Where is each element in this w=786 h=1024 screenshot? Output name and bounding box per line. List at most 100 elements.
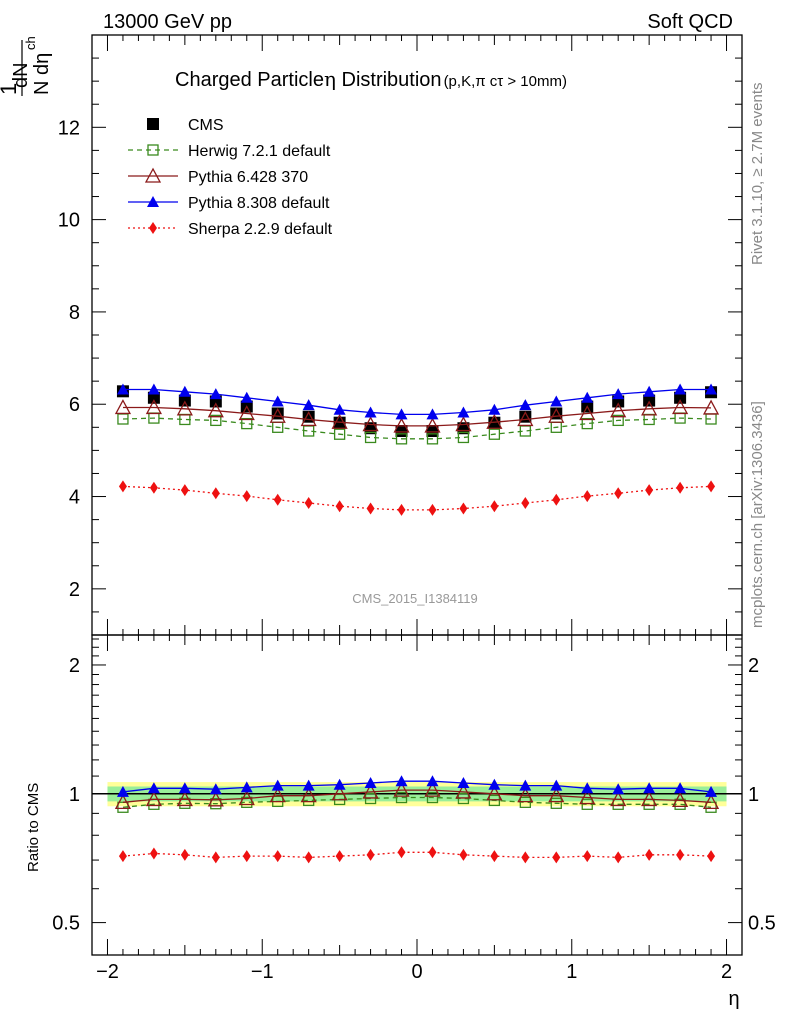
ratio-y-tick-label-right: 2 (748, 655, 759, 677)
ratio-y-tick-label: 0.5 (52, 913, 80, 935)
main-data-point (147, 383, 160, 395)
ratio-data-point (149, 847, 158, 860)
ratio-y-tick-label-right: 1 (748, 784, 759, 806)
main-data-point (149, 481, 158, 494)
ratio-data-point (552, 851, 561, 864)
main-data-point (581, 391, 594, 403)
main-series-2 (114, 399, 720, 433)
main-data-point (490, 500, 499, 513)
main-y-tick-label: 2 (69, 579, 80, 601)
ratio-data-point (428, 846, 437, 859)
legend-marker (147, 196, 159, 207)
ratio-data-point (521, 851, 530, 864)
main-data-point (145, 399, 162, 415)
ratio-data-point (300, 787, 317, 803)
main-data-point (457, 406, 470, 418)
main-series-4 (118, 480, 716, 516)
ratio-data-point (116, 785, 129, 797)
x-tick-label: −1 (251, 961, 274, 983)
main-data-point (240, 391, 253, 403)
main-data-point (672, 399, 689, 415)
ratio-data-point (674, 798, 686, 810)
main-data-point (269, 407, 286, 423)
ratio-data-point (705, 801, 717, 813)
ratio-data-point (426, 775, 439, 787)
ratio-data-point (550, 779, 563, 791)
ratio-data-point (241, 796, 253, 808)
ratio-series-1 (114, 781, 720, 809)
ratio-data-point (674, 782, 687, 794)
legend-marker (149, 222, 157, 234)
main-data-point (211, 487, 220, 500)
main-data-point (521, 497, 530, 509)
main-y-tick-label: 10 (58, 210, 80, 232)
main-data-point (674, 383, 687, 395)
ratio-data-point (486, 785, 503, 801)
main-data-point (273, 493, 282, 506)
ratio-data-point (581, 782, 594, 794)
svg-text:1: 1 (0, 83, 21, 95)
ratio-data-point (302, 779, 315, 791)
ratio-data-point (395, 775, 408, 787)
ratio-data-point (707, 850, 716, 863)
ratio-data-point (676, 848, 685, 861)
legend-label: Herwig 7.2.1 default (188, 143, 331, 160)
main-data-point (610, 402, 627, 418)
legend-label: CMS (188, 117, 224, 134)
ratio-series-3 (118, 846, 716, 864)
legend-entry: Pythia 8.308 default (128, 195, 330, 212)
ratio-series-line (122, 780, 712, 793)
main-data-point (241, 417, 253, 430)
main-data-point (304, 497, 313, 509)
ratio-data-point (335, 850, 344, 863)
ratio-data-point (459, 848, 468, 861)
main-data-point (459, 502, 468, 515)
legend-entry: CMS (147, 117, 224, 134)
ratio-data-point (426, 791, 439, 804)
legend-entry: Herwig 7.2.1 default (128, 143, 331, 160)
x-tick-label: 2 (721, 961, 732, 983)
analysis-watermark: CMS_2015_I1384119 (352, 591, 478, 606)
main-data-point (550, 395, 563, 407)
main-ylabel: 1 dN ch N dη (0, 36, 53, 96)
ratio-series-line (122, 789, 712, 803)
main-series-line (123, 388, 711, 416)
ratio-data-point (548, 787, 565, 803)
ratio-data-point (362, 783, 379, 799)
ratio-series-2 (116, 775, 718, 797)
main-data-point (455, 416, 472, 432)
main-data-point (333, 428, 346, 440)
legend-entry: Pythia 6.428 370 (128, 167, 308, 186)
ratio-data-point (331, 785, 348, 801)
x-tick-label: 1 (566, 961, 577, 983)
ratio-data-point (271, 779, 284, 791)
ratio-data-point (457, 776, 470, 788)
mcplots-label: mcplots.cern.ch [arXiv:1306.3436] (749, 401, 766, 628)
main-data-point (178, 385, 191, 397)
legend-label: Sherpa 2.2.9 default (188, 221, 333, 238)
ratio-data-point (550, 797, 562, 809)
main-data-point (612, 388, 625, 400)
ratio-data-point (180, 848, 189, 861)
main-data-point (612, 414, 624, 427)
svg-text:N dη: N dη (31, 53, 53, 95)
main-data-point (643, 385, 656, 397)
ratio-data-point (581, 798, 593, 810)
ratio-y-tick-label: 2 (69, 655, 80, 677)
main-data-point (488, 428, 501, 440)
main-series-1 (117, 412, 717, 445)
ratio-data-point (397, 846, 406, 859)
svg-text:dN: dN (10, 62, 32, 88)
main-series-line (122, 485, 712, 511)
ratio-data-point (519, 796, 531, 808)
ratio-data-point (118, 850, 127, 863)
main-data-point (583, 490, 592, 503)
ratio-y-tick-label: 1 (69, 784, 80, 806)
main-data-point (395, 433, 408, 445)
ratio-data-point (614, 851, 623, 864)
ratio-data-point (583, 850, 592, 863)
ratio-data-point (210, 798, 222, 810)
ratio-data-point (395, 791, 408, 804)
ratio-data-point (672, 792, 689, 808)
main-data-point (517, 411, 534, 427)
